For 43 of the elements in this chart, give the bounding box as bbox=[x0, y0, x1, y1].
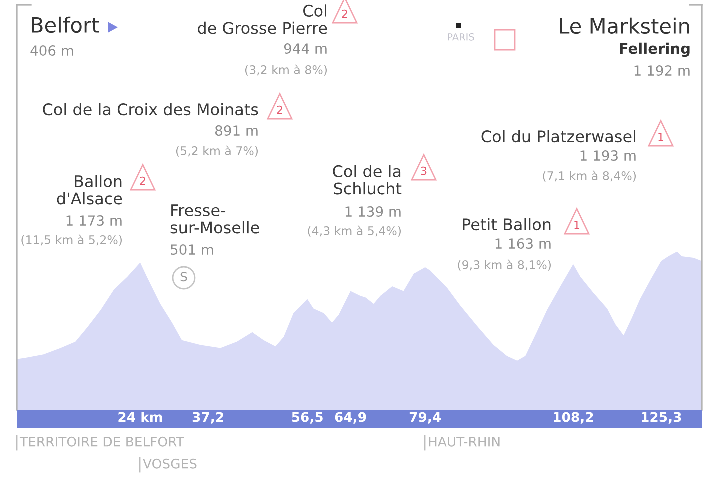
text: 3 bbox=[421, 166, 427, 176]
text: (11,5 km à 5,2%) bbox=[22, 234, 122, 246]
x-tick-label: 56,5 bbox=[292, 412, 323, 424]
text: 1 173 m bbox=[66, 216, 122, 226]
annotation: 501 m bbox=[171, 244, 214, 256]
text: 1 163 m bbox=[496, 238, 551, 250]
x-tick-label: 64,9 bbox=[335, 412, 366, 424]
text: PARIS bbox=[448, 33, 474, 41]
text: Col de la Schlucht bbox=[333, 165, 402, 195]
annotation: S bbox=[180, 272, 188, 282]
text: VOSGES bbox=[143, 458, 197, 469]
x-tick-label: 79,4 bbox=[410, 412, 441, 424]
x-tick-label: 37,2 bbox=[192, 412, 224, 424]
text: 944 m bbox=[284, 44, 327, 54]
text: 2 bbox=[277, 106, 282, 114]
text: (4,3 km à 5,4%) bbox=[308, 226, 401, 237]
text: 406 m bbox=[30, 46, 74, 56]
text: 1 bbox=[574, 220, 580, 230]
text: Fresse- sur-Moselle bbox=[170, 204, 260, 234]
text: (3,2 km à 8%) bbox=[245, 64, 327, 76]
text: Le Markstein bbox=[560, 18, 690, 34]
text: (5,2 km à 7%) bbox=[176, 146, 258, 157]
text: 1 192 m bbox=[634, 66, 690, 76]
text: 1 139 m bbox=[346, 206, 401, 218]
text: HAUT-RHIN bbox=[429, 437, 500, 447]
annotation: (9,3 km à 8,1%) bbox=[458, 260, 551, 271]
text: 891 m bbox=[215, 126, 258, 136]
text: 1 193 m bbox=[580, 150, 636, 162]
x-tick-label: 108,2 bbox=[554, 412, 594, 424]
x-tick-label: 125,3 bbox=[642, 412, 682, 424]
x-tick-label: 24 km bbox=[118, 412, 162, 422]
text: 2 bbox=[140, 176, 146, 186]
text: Belfort bbox=[32, 16, 100, 34]
text: (7,1 km à 8,4%) bbox=[543, 170, 636, 182]
text: Fellering bbox=[620, 42, 690, 58]
text: Col du Platzerwasel bbox=[482, 130, 636, 143]
text: 1 bbox=[658, 132, 664, 142]
text: 2 bbox=[342, 10, 348, 18]
text: TERRITOIRE DE BELFORT bbox=[20, 436, 184, 447]
text: Col de la Croix des Moinats bbox=[43, 103, 258, 116]
text: Petit Ballon bbox=[463, 218, 551, 231]
text: Ballon d'Alsace bbox=[57, 175, 122, 205]
text: Col de Grosse Pierre bbox=[198, 4, 328, 34]
